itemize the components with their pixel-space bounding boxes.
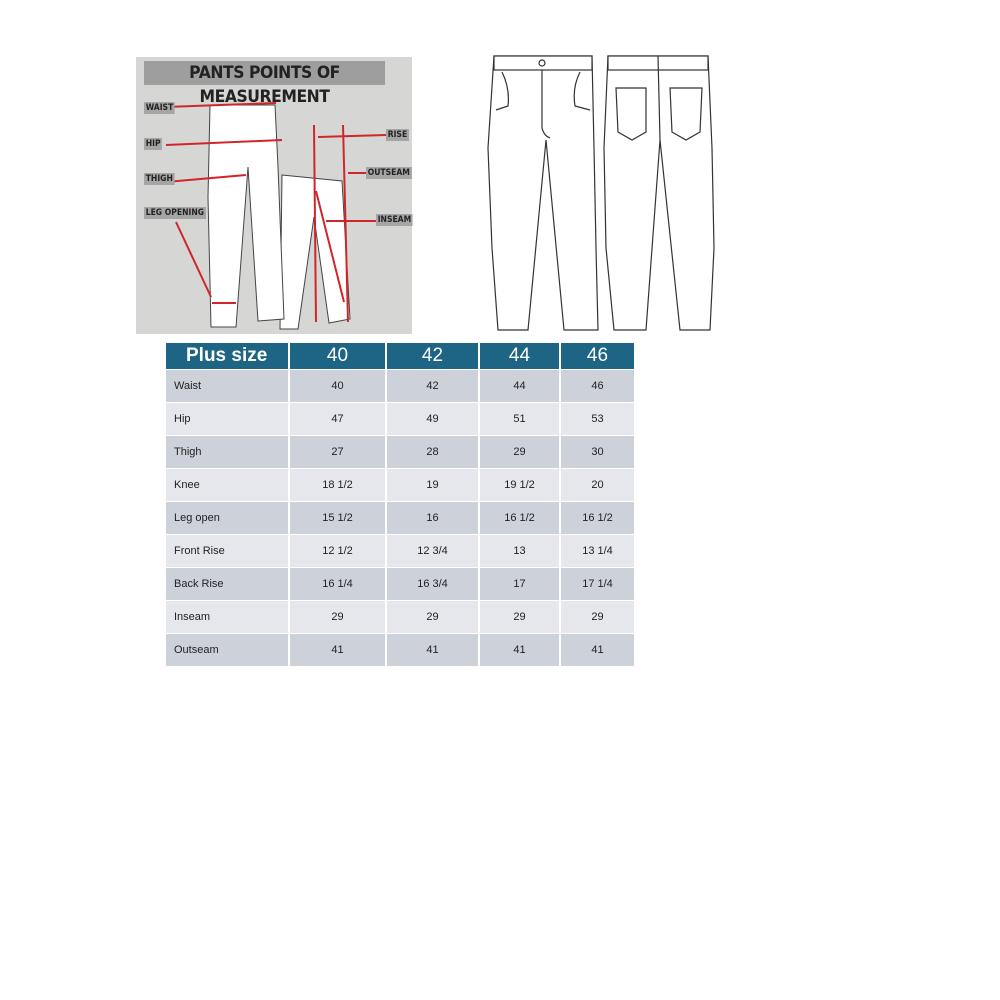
table-cell: 19 1/2 — [479, 468, 561, 502]
row-label: Waist — [166, 369, 290, 403]
table-cell: 29 — [479, 600, 561, 634]
table-cell: 49 — [386, 402, 480, 436]
table-row: Back Rise 16 1/4 16 3/4 17 17 1/4 — [166, 567, 634, 601]
table-cell: 29 — [479, 435, 561, 469]
row-label: Back Rise — [166, 567, 290, 601]
table-row: Knee 18 1/2 19 19 1/2 20 — [166, 468, 634, 502]
header-size-42: 42 — [386, 343, 480, 370]
label-inseam: INSEAM — [376, 214, 413, 226]
table-cell: 41 — [386, 633, 480, 666]
row-label: Hip — [166, 402, 290, 436]
pants-back-view — [603, 55, 715, 331]
table-cell: 41 — [479, 633, 561, 666]
header-plus-size: Plus size — [166, 343, 290, 370]
table-row: Waist 40 42 44 46 — [166, 369, 634, 403]
table-cell: 20 — [560, 468, 634, 502]
table-cell: 16 1/2 — [479, 501, 561, 535]
pants-flat-sketch — [487, 55, 715, 331]
label-rise: RISE — [386, 129, 409, 141]
table-cell: 29 — [289, 600, 387, 634]
table-cell: 42 — [386, 369, 480, 403]
pants-front-view — [487, 55, 599, 331]
plus-size-chart: Plus size 40 42 44 46 Waist 40 42 44 46 Hip 47… — [166, 343, 634, 666]
label-outseam: OUTSEAM — [366, 167, 412, 179]
table-cell: 46 — [560, 369, 634, 403]
table-cell: 47 — [289, 402, 387, 436]
table-cell: 17 — [479, 567, 561, 601]
label-waist: WAIST — [144, 102, 175, 114]
table-cell: 41 — [560, 633, 634, 666]
row-label: Knee — [166, 468, 290, 502]
table-header-row: Plus size 40 42 44 46 — [166, 343, 634, 370]
table-cell: 16 1/4 — [289, 567, 387, 601]
label-leg-opening: LEG OPENING — [144, 207, 206, 219]
table-cell: 12 3/4 — [386, 534, 480, 568]
table-row: Leg open 15 1/2 16 16 1/2 16 1/2 — [166, 501, 634, 535]
points-of-measurement-diagram: PANTS POINTS OF MEASUREMENT WAIST HIP TH… — [136, 57, 413, 334]
table-cell: 16 3/4 — [386, 567, 480, 601]
header-size-46: 46 — [560, 343, 634, 370]
table-row: Thigh 27 28 29 30 — [166, 435, 634, 469]
table-cell: 27 — [289, 435, 387, 469]
table-row: Inseam 29 29 29 29 — [166, 600, 634, 634]
table-cell: 16 — [386, 501, 480, 535]
table-cell: 40 — [289, 369, 387, 403]
table-cell: 13 1/4 — [560, 534, 634, 568]
table-cell: 17 1/4 — [560, 567, 634, 601]
table-cell: 29 — [386, 600, 480, 634]
table-cell: 28 — [386, 435, 480, 469]
row-label: Inseam — [166, 600, 290, 634]
table-cell: 41 — [289, 633, 387, 666]
table-cell: 12 1/2 — [289, 534, 387, 568]
table-cell: 30 — [560, 435, 634, 469]
table-cell: 18 1/2 — [289, 468, 387, 502]
row-label: Thigh — [166, 435, 290, 469]
table-cell: 13 — [479, 534, 561, 568]
row-label: Outseam — [166, 633, 290, 666]
label-hip: HIP — [144, 138, 163, 150]
table-cell: 16 1/2 — [560, 501, 634, 535]
header-size-40: 40 — [289, 343, 387, 370]
table-cell: 44 — [479, 369, 561, 403]
pants-measurement-illustration — [165, 102, 387, 330]
table-cell: 53 — [560, 402, 634, 436]
table-row: Outseam 41 41 41 41 — [166, 633, 634, 666]
table-row: Front Rise 12 1/2 12 3/4 13 13 1/4 — [166, 534, 634, 568]
table-cell: 19 — [386, 468, 480, 502]
table-cell: 51 — [479, 402, 561, 436]
row-label: Leg open — [166, 501, 290, 535]
label-thigh: THIGH — [144, 173, 175, 185]
table-row: Hip 47 49 51 53 — [166, 402, 634, 436]
table-cell: 15 1/2 — [289, 501, 387, 535]
diagram-title: PANTS POINTS OF MEASUREMENT — [144, 61, 386, 107]
row-label: Front Rise — [166, 534, 290, 568]
table-cell: 29 — [560, 600, 634, 634]
header-size-44: 44 — [479, 343, 561, 370]
